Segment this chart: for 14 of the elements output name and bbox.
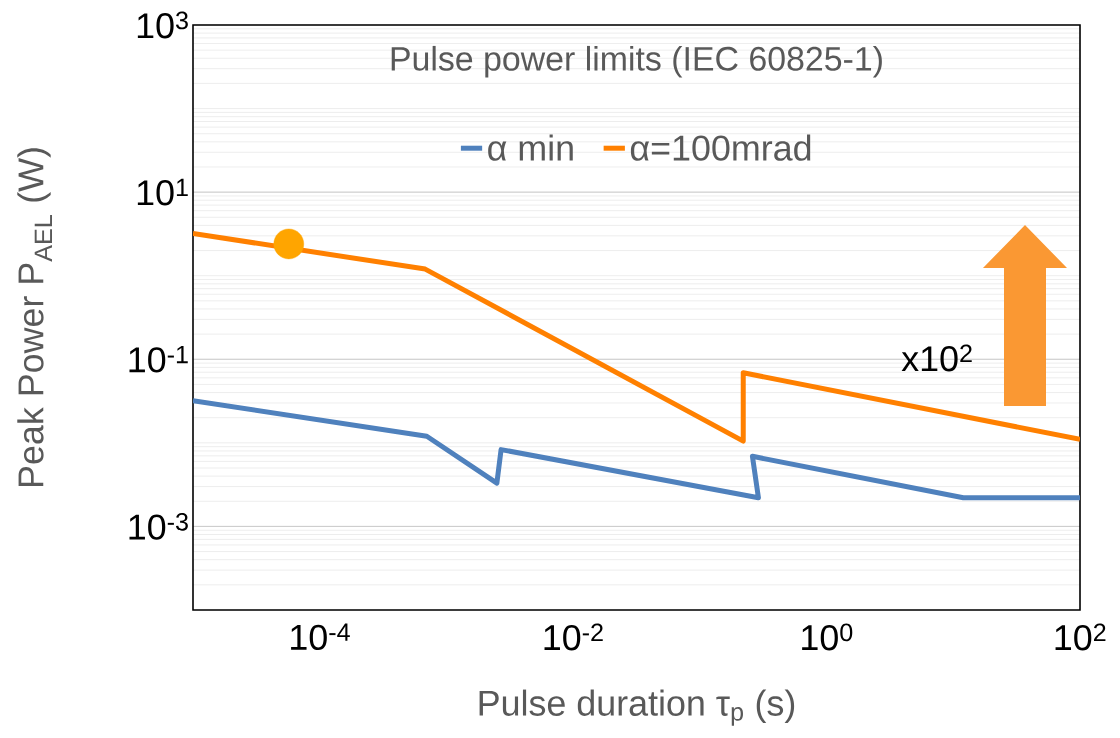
text: Pulse power limits (IEC 60825-1) <box>391 45 882 78</box>
y-axis-title: Peak Power P$_{AEL}$ (W) <box>17 148 52 487</box>
y-tick-label: 10$^{-3}$ <box>129 512 188 540</box>
y-tick-label: 10$^{-1}$ <box>129 345 188 373</box>
x-tick-label: 10$^{0}$ <box>802 623 853 651</box>
legend-label: α min <box>488 134 573 161</box>
x-tick-label: 10$^{-2}$ <box>544 623 603 651</box>
x-tick-label: 10$^{-4}$ <box>291 623 350 651</box>
x-axis-title: Pulse duration τ$_{p}$ (s) <box>479 689 795 726</box>
y-tick-label: 10$^{1}$ <box>137 178 188 206</box>
legend-label: α=100mrad <box>630 134 811 161</box>
x-tick-label: 10$^{2}$ <box>1055 623 1106 651</box>
annotation: x10$^{2}$ <box>901 344 972 372</box>
y-tick-label: 10$^{3}$ <box>137 11 188 39</box>
